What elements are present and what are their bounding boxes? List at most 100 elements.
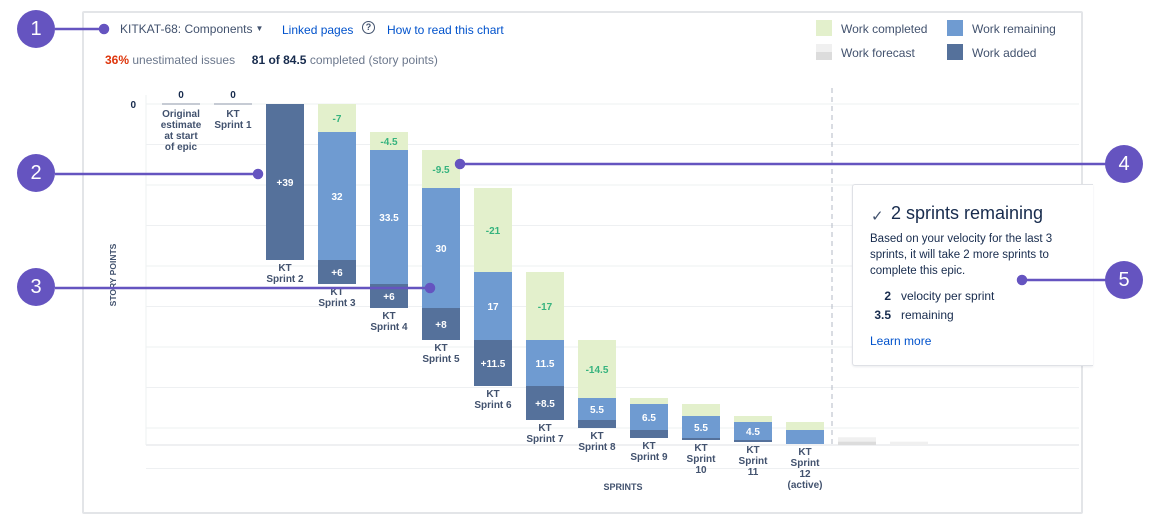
work-completed-bar <box>422 150 460 188</box>
linked-pages-link[interactable]: Linked pages <box>282 23 354 37</box>
category-label: KT <box>382 311 395 322</box>
learn-more-link[interactable]: Learn more <box>870 334 932 348</box>
work-added-bar <box>526 386 564 420</box>
completed-bar-label: -9.5 <box>432 165 450 176</box>
check-icon: ✓ <box>871 208 884 225</box>
category-label: Sprint 2 <box>266 274 304 285</box>
remaining-label: remaining <box>901 308 954 322</box>
category-label: 11 <box>748 467 759 478</box>
added-bar-label: +39 <box>277 178 294 189</box>
callout-badge-4: 4 <box>1105 145 1143 183</box>
work-added-bar <box>734 440 772 442</box>
forecast-card: ✓ 2 sprints remaining Based on your velo… <box>852 184 1093 366</box>
remaining-bar-label: 30 <box>435 244 447 255</box>
category-label: KT <box>538 423 551 434</box>
category-label: Sprint 5 <box>422 354 460 365</box>
remaining-bar-label: 4.5 <box>746 427 760 438</box>
remaining-bar-label: 5.5 <box>694 423 708 434</box>
category-label: Sprint <box>739 456 769 467</box>
work-remaining-bar <box>630 404 668 430</box>
remaining-bar-label: 33.5 <box>379 213 399 224</box>
completed-bar-label: -7 <box>333 114 342 125</box>
y-axis-label: STORY POINTS <box>108 243 118 306</box>
work-forecast-bar <box>890 441 928 445</box>
category-label: KT <box>434 343 447 354</box>
category-label: Original <box>162 109 200 120</box>
x-axis-label: SPRINTS <box>603 482 642 492</box>
work-added-bar <box>318 260 356 284</box>
work-added-swatch <box>947 44 963 60</box>
work-completed-bar <box>318 104 356 132</box>
category-label: Sprint 7 <box>526 434 564 445</box>
work-added-bar <box>422 308 460 340</box>
y-tick-label: 0 <box>130 100 136 111</box>
category-label: of epic <box>165 142 198 153</box>
category-label: KT <box>278 263 291 274</box>
work-completed-bar <box>786 422 824 430</box>
category-label: KT <box>798 447 811 458</box>
legend-work-added: Work added <box>972 46 1037 60</box>
category-label: KT <box>330 287 343 298</box>
category-label: KT <box>226 109 239 120</box>
stats-line: 36% unestimated issues 81 of 84.5 comple… <box>105 53 438 67</box>
how-to-read-link[interactable]: How to read this chart <box>387 23 504 37</box>
legend-work-remaining: Work remaining <box>972 22 1056 36</box>
unestimated-percent: 36% <box>105 53 130 67</box>
work-remaining-bar <box>526 340 564 386</box>
category-label: estimate <box>161 120 202 131</box>
chevron-down-icon: ▼ <box>255 24 264 33</box>
completed-bar-label: -14.5 <box>586 365 609 376</box>
category-label: (active) <box>787 480 822 491</box>
sprints-remaining-title: 2 sprints remaining <box>891 203 1044 223</box>
unestimated-text: unestimated issues <box>132 53 236 67</box>
work-forecast-swatch <box>816 44 832 60</box>
added-bar-label: +11.5 <box>481 359 506 370</box>
added-bar-label: +8 <box>435 320 447 331</box>
bar-top-label: 0 <box>230 90 236 101</box>
work-added-bar <box>630 430 668 438</box>
category-label: KT <box>642 441 655 452</box>
forecast-description: Based on your velocity for the last 3 sp… <box>870 233 1053 277</box>
completed-bar-label: -17 <box>538 302 553 313</box>
completed-bar-label: -4.5 <box>380 137 398 148</box>
completed-value: 81 of 84.5 <box>251 53 307 67</box>
remaining-bar-label: 17 <box>487 302 499 313</box>
work-completed-bar <box>370 132 408 150</box>
work-added-bar <box>474 340 512 386</box>
category-label: KT <box>486 389 499 400</box>
completed-text: completed (story points) <box>309 53 438 67</box>
completed-bar-label: -21 <box>486 226 501 237</box>
work-completed-bar <box>474 188 512 272</box>
remaining-value: 3.5 <box>874 308 891 322</box>
callout-badge-5: 5 <box>1105 261 1143 299</box>
remaining-bar-label: 5.5 <box>590 405 604 416</box>
category-label: Sprint 4 <box>370 322 408 333</box>
category-label: 12 <box>799 469 811 480</box>
legend-work-forecast: Work forecast <box>841 46 915 60</box>
work-completed-bar <box>526 272 564 340</box>
epic-selector-dropdown[interactable]: KITKAT-68: Components ▼ <box>120 22 263 36</box>
work-remaining-bar <box>734 422 772 440</box>
category-label: 10 <box>695 465 707 476</box>
callout-badge-2: 2 <box>17 154 55 192</box>
epic-selector-label: KITKAT-68: Components <box>120 22 253 36</box>
bar-top-label: 0 <box>178 90 184 101</box>
category-label: Sprint <box>791 458 821 469</box>
category-label: KT <box>590 431 603 442</box>
callout-badge-3: 3 <box>17 268 55 306</box>
work-forecast-bar <box>838 441 876 445</box>
work-remaining-bar <box>682 416 720 438</box>
work-remaining-bar <box>370 150 408 284</box>
help-icon[interactable]: ? <box>362 21 375 34</box>
category-label: KT <box>694 443 707 454</box>
category-label: Sprint 6 <box>474 400 512 411</box>
work-remaining-bar <box>578 398 616 420</box>
work-remaining-bar <box>786 430 824 444</box>
work-completed-bar <box>682 404 720 416</box>
category-label: at start <box>164 131 198 142</box>
remaining-bar-label: 32 <box>331 192 343 203</box>
work-added-bar <box>682 438 720 440</box>
callout-badge-1: 1 <box>17 10 55 48</box>
work-remaining-swatch <box>947 20 963 36</box>
